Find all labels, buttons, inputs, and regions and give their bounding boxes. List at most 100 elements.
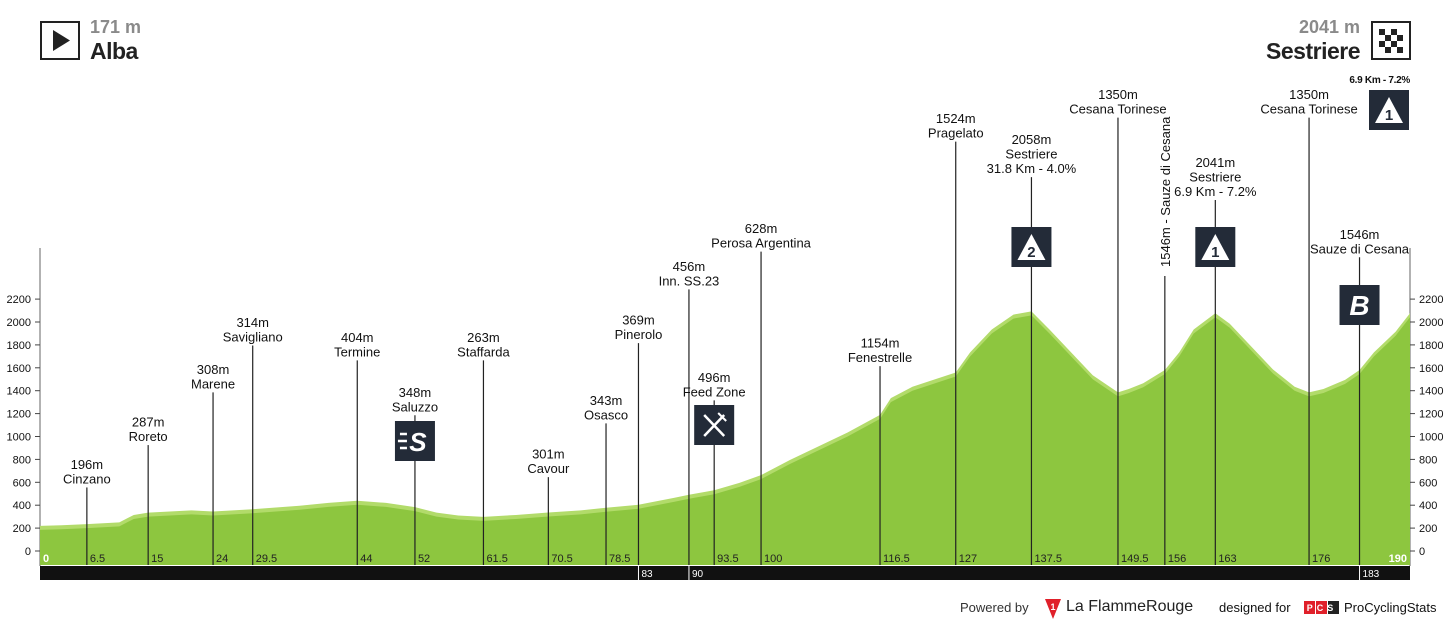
y-tick-label: 2200 bbox=[7, 294, 31, 306]
waypoint-altitude: 496m bbox=[698, 370, 731, 385]
waypoint-name: Marene bbox=[191, 376, 235, 391]
y-tick-label: 200 bbox=[13, 523, 31, 535]
y-tick-label: 2000 bbox=[7, 317, 31, 329]
km-bar-label: 183 bbox=[1363, 569, 1380, 580]
waypoint-altitude: 1524m bbox=[936, 111, 976, 126]
waypoint-name: Fenestrelle bbox=[848, 350, 912, 365]
marker-box bbox=[1339, 285, 1380, 325]
pcs-name: ProCyclingStats bbox=[1344, 600, 1437, 615]
final-climb-label: 6.9 Km - 7.2% bbox=[1349, 75, 1410, 86]
x-tick-label: 156 bbox=[1168, 553, 1186, 565]
waypoint-altitude: 1154m bbox=[861, 336, 900, 351]
waypoint-altitude: 1350m bbox=[1098, 87, 1138, 102]
waypoint-name: Termine bbox=[334, 344, 380, 359]
y-tick-label: 1200 bbox=[7, 409, 31, 421]
waypoint-altitude: 1350m bbox=[1289, 87, 1329, 102]
climb-category: 1 bbox=[1211, 244, 1219, 261]
powered-by-label: Powered by bbox=[960, 600, 1029, 615]
waypoint-altitude: 343m bbox=[590, 393, 623, 408]
waypoint-name: Cavour bbox=[527, 461, 570, 476]
waypoint-altitude: 287m bbox=[132, 415, 165, 430]
bonus-icon: B bbox=[1339, 285, 1380, 325]
km-bar-label: 90 bbox=[692, 569, 704, 580]
y-tick-label: 1800 bbox=[1419, 340, 1443, 352]
waypoint-altitude: 1546m bbox=[1340, 227, 1380, 242]
waypoint-altitude: 628m bbox=[745, 221, 778, 236]
x-tick-label: 127 bbox=[959, 553, 977, 565]
x-tick-label: 190 bbox=[1389, 553, 1407, 565]
y-tick-label: 0 bbox=[1419, 546, 1425, 558]
waypoint-name: Sauze di Cesana bbox=[1310, 241, 1410, 256]
climb-icon: 1 bbox=[1195, 227, 1236, 267]
profile-area bbox=[40, 315, 1410, 565]
waypoint-name: Roreto bbox=[129, 429, 168, 444]
x-tick-label: 163 bbox=[1218, 553, 1236, 565]
finish-name: Sestriere bbox=[1266, 38, 1360, 64]
y-tick-label: 2200 bbox=[1419, 294, 1443, 306]
y-tick-label: 800 bbox=[13, 454, 31, 466]
waypoint-name: Sestriere bbox=[1005, 147, 1057, 162]
y-tick-label: 2000 bbox=[1419, 317, 1443, 329]
km-bar bbox=[40, 566, 1410, 580]
y-tick-label: 1400 bbox=[1419, 386, 1443, 398]
waypoint-name: Inn. SS.23 bbox=[659, 273, 720, 288]
waypoint-name: Pinerolo bbox=[615, 327, 663, 342]
x-tick-label: 93.5 bbox=[717, 553, 738, 565]
brand-name: La FlammeRouge bbox=[1066, 598, 1194, 615]
final-climb-category: 1 bbox=[1385, 107, 1393, 124]
bonus-label: B bbox=[1349, 290, 1369, 321]
x-tick-label: 15 bbox=[151, 553, 163, 565]
sprint-label: S bbox=[409, 427, 427, 457]
svg-text:PCS: PCS bbox=[1307, 603, 1338, 613]
waypoint-name: Cesana Torinese bbox=[1260, 102, 1357, 117]
y-tick-label: 1000 bbox=[7, 432, 31, 444]
x-tick-label: 100 bbox=[764, 553, 782, 565]
x-tick-label: 137.5 bbox=[1034, 553, 1062, 565]
climb-triangle bbox=[1017, 234, 1046, 260]
waypoint-name: Savigliano bbox=[223, 329, 283, 344]
x-tick-label: 24 bbox=[216, 553, 228, 565]
waypoint-altitude: 2041m bbox=[1195, 155, 1235, 170]
waypoint-altitude: 348m bbox=[399, 385, 432, 400]
waypoint-name: Feed Zone bbox=[683, 384, 746, 399]
waypoint-altitude: 196m bbox=[71, 457, 104, 472]
x-tick-label: 61.5 bbox=[486, 553, 507, 565]
y-tick-label: 0 bbox=[25, 546, 31, 558]
waypoint-altitude: 2058m bbox=[1012, 132, 1052, 147]
waypoint-name: Perosa Argentina bbox=[711, 236, 812, 251]
waypoint-name: Staffarda bbox=[457, 344, 510, 359]
y-tick-label: 1800 bbox=[7, 340, 31, 352]
waypoint-detail: 6.9 Km - 7.2% bbox=[1174, 184, 1257, 199]
waypoint-altitude: 314m bbox=[236, 315, 269, 330]
checkered-flag-icon bbox=[1371, 21, 1411, 60]
pcs-logo: PCS bbox=[1304, 601, 1339, 614]
y-tick-label: 200 bbox=[1419, 523, 1437, 535]
waypoint-detail: 31.8 Km - 4.0% bbox=[987, 161, 1077, 176]
waypoint-name: Sestriere bbox=[1189, 170, 1241, 185]
flamme-rouge-logo: 1 bbox=[1045, 599, 1061, 619]
waypoint-name: Cesana Torinese bbox=[1069, 102, 1166, 117]
final-climb-icon: 1 bbox=[1369, 90, 1409, 130]
x-tick-label: 176 bbox=[1312, 553, 1330, 565]
waypoint-vertical-label: 1546m - Sauze di Cesana bbox=[1158, 116, 1173, 267]
x-tick-label: 29.5 bbox=[256, 553, 277, 565]
waypoint-altitude: 456m bbox=[673, 259, 706, 274]
climb-category: 2 bbox=[1027, 244, 1035, 261]
y-tick-label: 1400 bbox=[7, 386, 31, 398]
start-altitude: 171 m bbox=[90, 17, 142, 37]
y-tick-label: 1000 bbox=[1419, 432, 1443, 444]
sprint-icon: S bbox=[394, 421, 435, 461]
y-tick-label: 600 bbox=[13, 477, 31, 489]
km-bar-label: 83 bbox=[641, 569, 653, 580]
y-tick-label: 1600 bbox=[1419, 363, 1443, 375]
fork-knife-icon bbox=[694, 405, 735, 445]
waypoint-altitude: 404m bbox=[341, 330, 374, 345]
waypoint-altitude: 369m bbox=[622, 313, 655, 328]
y-tick-label: 1200 bbox=[1419, 409, 1443, 421]
x-tick-label: 44 bbox=[360, 553, 372, 565]
x-tick-label: 149.5 bbox=[1121, 553, 1149, 565]
fork bbox=[703, 414, 726, 437]
fork-tines bbox=[717, 412, 727, 422]
